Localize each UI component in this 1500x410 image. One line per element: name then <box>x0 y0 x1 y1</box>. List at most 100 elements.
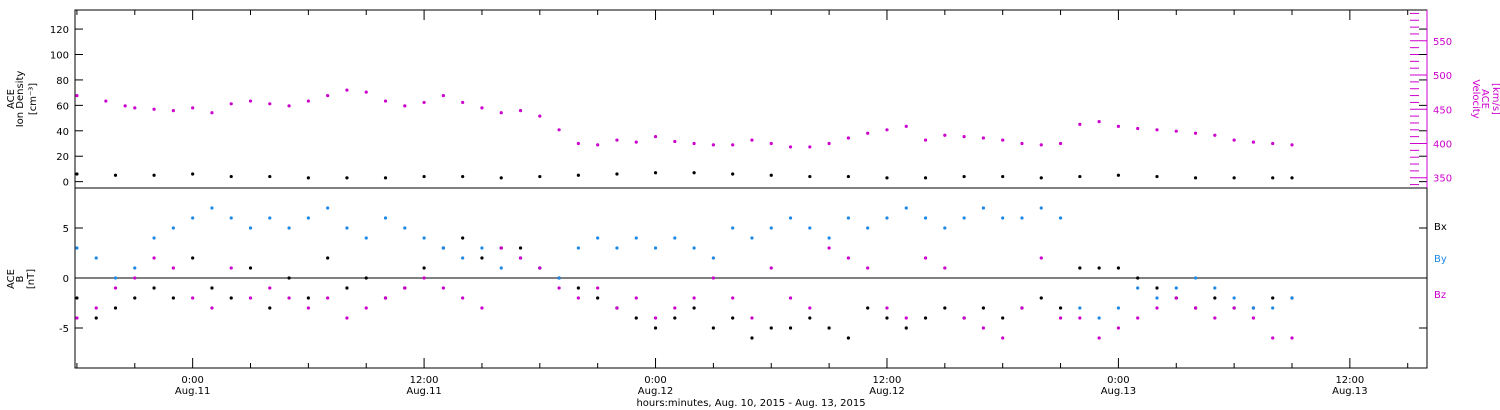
data-point <box>846 256 850 260</box>
data-point <box>788 216 793 220</box>
data-point <box>229 174 233 179</box>
data-point <box>1136 276 1140 280</box>
data-point <box>461 256 465 260</box>
b-tick-label: -5 <box>59 324 69 335</box>
data-point <box>1097 119 1101 124</box>
data-point <box>923 216 928 220</box>
data-point <box>1271 296 1275 300</box>
data-point <box>1155 306 1159 310</box>
data-point <box>1155 174 1159 179</box>
data-point <box>981 136 986 140</box>
data-point <box>885 216 889 220</box>
data-point <box>152 173 156 177</box>
data-point <box>383 99 388 103</box>
data-point <box>615 138 619 142</box>
data-point <box>769 226 773 230</box>
data-point <box>518 246 523 250</box>
velocity-tick-label: 500 <box>1433 71 1452 82</box>
data-point <box>1174 296 1178 300</box>
data-point <box>1251 140 1256 144</box>
data-point <box>596 143 600 147</box>
data-point <box>808 226 812 230</box>
data-point <box>326 296 330 300</box>
data-point <box>1155 296 1159 300</box>
data-point <box>499 176 503 180</box>
data-point <box>1271 306 1275 310</box>
legend-bz: Bz <box>1434 290 1446 301</box>
density-tick-label: 40 <box>56 127 69 138</box>
data-point <box>1290 336 1294 340</box>
data-point <box>711 143 715 147</box>
data-point <box>1213 286 1217 290</box>
data-point <box>1251 316 1256 320</box>
data-point <box>133 106 137 110</box>
data-point <box>846 174 850 179</box>
data-point <box>904 124 908 128</box>
data-point <box>596 296 600 300</box>
data-point <box>268 306 272 310</box>
data-point <box>364 236 368 240</box>
data-point <box>94 306 98 310</box>
data-point <box>711 256 715 260</box>
data-point <box>191 256 195 260</box>
data-point <box>229 216 233 220</box>
data-point <box>1213 296 1217 300</box>
data-point <box>94 316 98 320</box>
data-point <box>596 236 600 240</box>
data-point <box>75 93 79 98</box>
data-point <box>653 316 658 320</box>
data-point <box>152 256 156 260</box>
data-point <box>403 286 407 290</box>
data-point <box>403 104 407 108</box>
data-point <box>615 246 619 250</box>
data-point <box>364 90 368 94</box>
data-point <box>1058 141 1063 146</box>
data-point <box>731 172 735 176</box>
data-point <box>1058 216 1063 220</box>
data-point <box>788 296 793 300</box>
data-point <box>943 226 947 230</box>
data-point <box>152 107 156 111</box>
data-point <box>904 206 908 210</box>
data-point <box>1174 129 1178 133</box>
data-point <box>1271 176 1275 180</box>
velocity-label-line2: Velocity <box>1470 79 1481 118</box>
data-point <box>306 296 310 300</box>
data-point <box>692 246 696 250</box>
data-point <box>692 306 696 310</box>
data-point <box>123 104 127 108</box>
data-point <box>653 135 658 139</box>
data-point <box>653 326 658 330</box>
b-field-axis-label: ACE B [nT] <box>6 269 37 289</box>
data-point <box>673 316 677 320</box>
data-point <box>962 216 966 220</box>
density-axis-label: ACE Ion Density [cm⁻³] <box>6 71 39 128</box>
data-point <box>923 176 928 180</box>
data-point <box>576 173 580 177</box>
velocity-axis-label: ACE Velocity [km/s] <box>1470 79 1500 118</box>
data-point <box>248 226 253 230</box>
data-point <box>827 246 831 250</box>
data-point <box>1097 316 1101 320</box>
data-point <box>808 145 812 149</box>
density-label-line1: ACE <box>6 89 17 109</box>
data-point <box>615 172 619 176</box>
data-point <box>133 266 137 270</box>
time-tick-label: 0:00 <box>1107 375 1129 386</box>
data-point <box>769 173 773 177</box>
data-point <box>441 286 445 290</box>
data-point <box>769 266 773 270</box>
b-tick-label: 0 <box>63 274 69 285</box>
density-tick-label: 100 <box>50 51 69 62</box>
data-point <box>1193 131 1198 135</box>
density-label-unit: [cm⁻³] <box>28 83 39 115</box>
data-point <box>480 256 484 260</box>
data-point <box>210 306 214 310</box>
data-point <box>1058 306 1063 310</box>
data-point <box>287 296 291 300</box>
data-point <box>943 306 947 310</box>
data-point <box>1193 306 1198 310</box>
data-point <box>1232 306 1236 310</box>
data-point <box>499 111 503 115</box>
